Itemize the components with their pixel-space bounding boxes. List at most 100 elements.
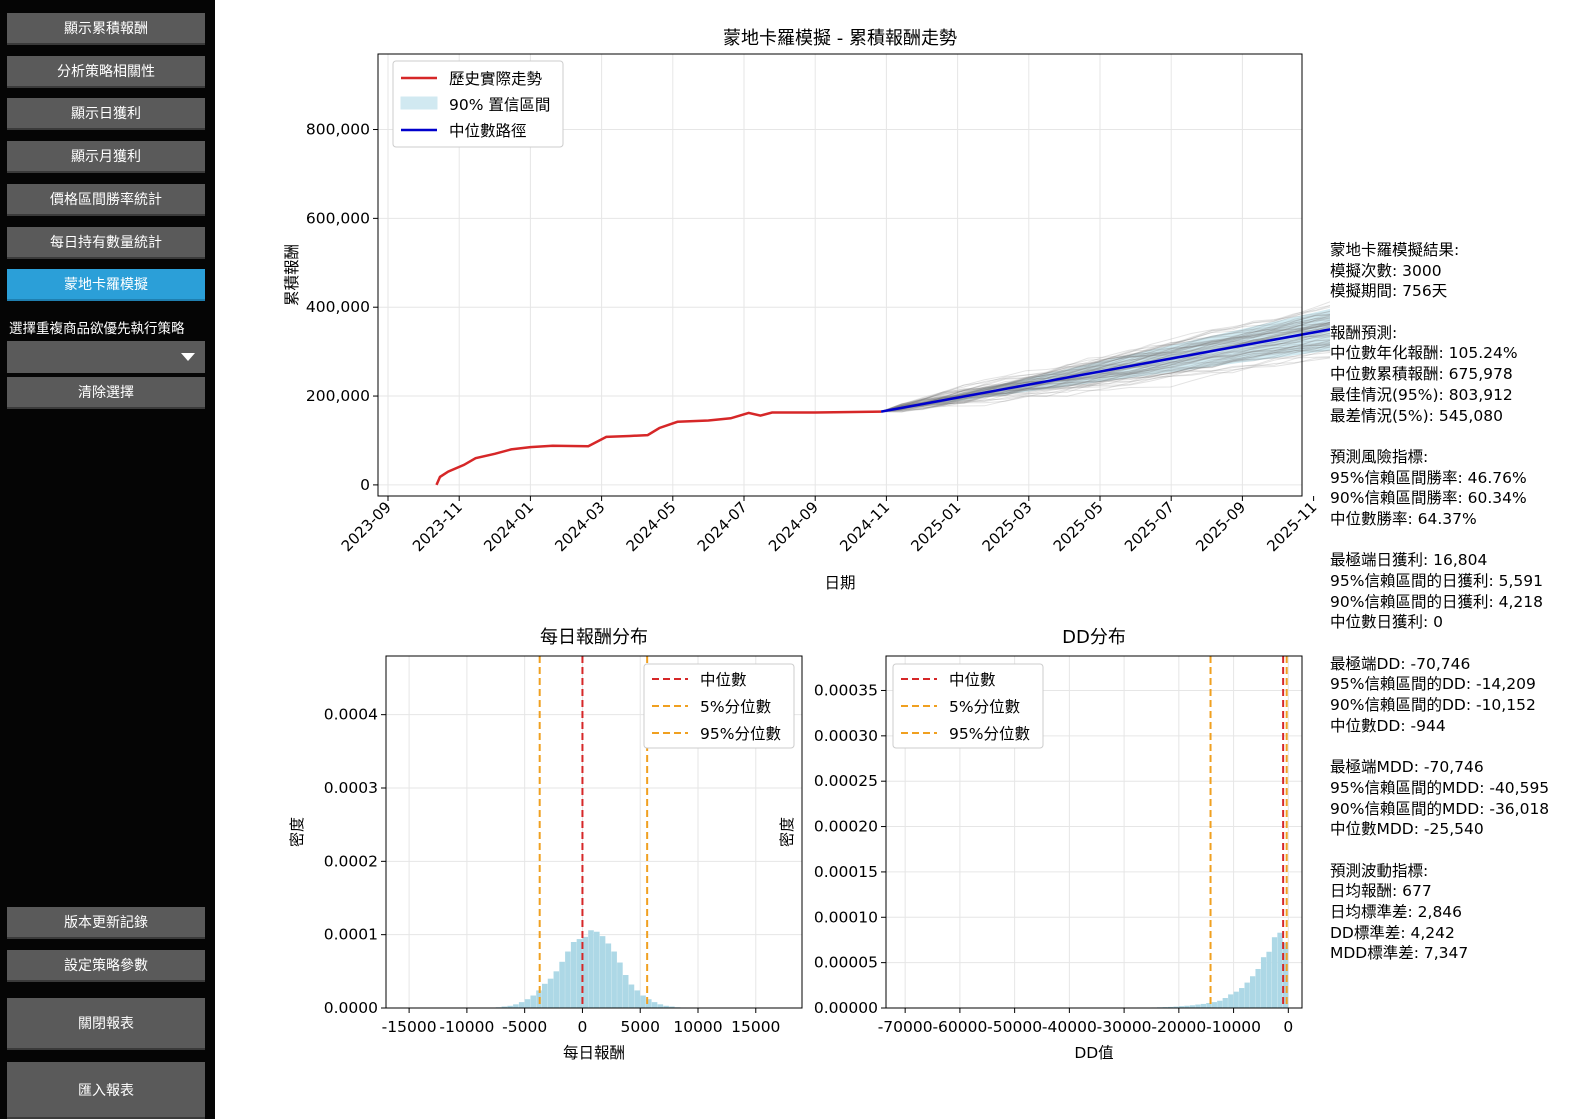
simulation-path <box>881 317 1330 413</box>
simulation-path <box>881 339 1330 413</box>
histogram-bar <box>634 990 641 1008</box>
x-tick-label: 0 <box>1283 1018 1293 1036</box>
histogram-bar <box>599 936 606 1008</box>
x-tick-label: 2024-03 <box>551 498 608 555</box>
stats-line: 最極端日獲利: 16,804 <box>1330 551 1488 570</box>
x-tick-label: 10000 <box>673 1018 722 1036</box>
legend-label: 中位數路徑 <box>449 122 527 140</box>
monte-carlo-button[interactable]: 蒙地卡羅模擬 <box>7 269 205 301</box>
x-tick-label: -15000 <box>382 1018 437 1036</box>
show-monthly-profit-button[interactable]: 顯示月獲利 <box>7 141 205 173</box>
histogram-bar <box>646 999 652 1008</box>
histogram-bar <box>1233 991 1239 1008</box>
strategy-select[interactable] <box>7 341 205 373</box>
histogram-bar <box>530 995 537 1008</box>
simulation-paths <box>881 301 1330 413</box>
y-tick-label: 0.00020 <box>814 818 878 836</box>
simulation-path <box>881 321 1330 413</box>
simulation-path <box>881 342 1330 413</box>
histogram-bars <box>1135 932 1289 1008</box>
stats-line: 90%信賴區間勝率: 60.34% <box>1330 489 1527 508</box>
simulation-path <box>881 313 1330 413</box>
histogram-bar <box>1266 951 1272 1008</box>
simulation-path <box>881 327 1330 413</box>
stats-line <box>1330 302 1575 323</box>
legend-box <box>392 60 564 148</box>
simulation-path <box>881 323 1330 413</box>
simulation-path <box>881 326 1330 413</box>
simulation-path <box>881 314 1330 413</box>
histogram-bar <box>542 983 548 1008</box>
histogram-bar <box>547 978 554 1008</box>
clear-selection-button[interactable]: 清除選擇 <box>7 377 205 409</box>
histogram-bar <box>588 930 594 1008</box>
show-cumulative-return-button[interactable]: 顯示累積報酬 <box>7 13 205 45</box>
stats-line: 模擬期間: 756天 <box>1330 282 1448 301</box>
histogram-bar <box>565 951 571 1008</box>
y-tick-label: 0.00035 <box>814 681 878 699</box>
simulation-path <box>881 356 1330 413</box>
sidebar: 顯示累積報酬 分析策略相關性 顯示日獲利 顯示月獲利 價格區間勝率統計 每日持有… <box>0 0 215 1119</box>
x-tick-label: -10000 <box>1206 1018 1261 1036</box>
simulation-path <box>881 310 1330 413</box>
x-tick-label: -5000 <box>502 1018 547 1036</box>
simulation-path <box>881 322 1330 413</box>
chart-legend <box>392 60 564 148</box>
stats-line: 日均報酬: 677 <box>1330 882 1432 901</box>
x-tick-label: 2025-11 <box>1263 498 1320 555</box>
version-history-button[interactable]: 版本更新記錄 <box>7 907 205 939</box>
stats-line: 最極端MDD: -70,746 <box>1330 758 1484 777</box>
x-tick-label: 2024-09 <box>765 498 822 555</box>
price-range-winrate-button[interactable]: 價格區間勝率統計 <box>7 184 205 216</box>
strategy-settings-button[interactable]: 設定策略參數 <box>7 950 205 982</box>
simulation-stats-panel: 蒙地卡羅模擬結果: 模擬次數: 3000 模擬期間: 756天 報酬預測: 中位數年化報… <box>1330 240 1575 964</box>
x-tick-label: 2023-09 <box>338 498 395 555</box>
simulation-path <box>881 317 1330 413</box>
show-daily-profit-button[interactable]: 顯示日獲利 <box>7 98 205 130</box>
histogram-bar <box>1178 1006 1185 1008</box>
simulation-path <box>881 344 1330 413</box>
stats-line <box>1330 633 1575 654</box>
simulation-path <box>881 356 1330 413</box>
simulation-path <box>881 306 1330 413</box>
histogram-bar <box>570 942 577 1008</box>
simulation-path <box>881 315 1330 413</box>
analyze-strategy-correlation-button[interactable]: 分析策略相關性 <box>7 56 205 88</box>
chart-title: DD分布 <box>1062 627 1126 648</box>
import-report-button[interactable]: 匯入報表 <box>7 1062 205 1119</box>
simulation-path <box>881 335 1330 413</box>
x-tick-label: -10000 <box>439 1018 494 1036</box>
simulation-path <box>881 338 1330 413</box>
simulation-path <box>881 321 1330 413</box>
histogram-bar <box>1260 957 1267 1008</box>
y-axis-label: 密度 <box>778 817 796 847</box>
stats-line: 中位數MDD: -25,540 <box>1330 820 1484 839</box>
histogram-bar <box>1211 1002 1217 1008</box>
simulation-path <box>881 343 1330 413</box>
plot-frame <box>377 53 1303 497</box>
y-tick-label: 0.00005 <box>814 954 878 972</box>
histogram-bar <box>1271 937 1278 1008</box>
y-tick-label: 0.0000 <box>324 999 378 1017</box>
histogram-bar <box>1282 942 1289 1008</box>
simulation-path <box>881 344 1330 413</box>
simulation-path <box>881 323 1330 413</box>
x-tick-label: 2024-11 <box>836 498 893 555</box>
histogram-bar <box>1217 1000 1223 1008</box>
historical-line <box>435 410 882 486</box>
simulation-path <box>881 321 1330 413</box>
histogram-bar <box>507 1005 513 1008</box>
chart-title: 蒙地卡羅模擬 - 累積報酬走勢 <box>723 28 957 49</box>
chart-legend <box>643 663 795 749</box>
simulation-path <box>881 332 1330 413</box>
histogram-bar <box>611 951 617 1008</box>
histogram-bar <box>1277 932 1283 1008</box>
histogram-bar <box>1173 1006 1179 1008</box>
simulation-path <box>881 321 1330 413</box>
stats-line: 預測波動指標: <box>1330 861 1429 880</box>
x-axis-label: 每日報酬 <box>563 1044 625 1062</box>
stats-line: 95%信賴區間勝率: 46.76% <box>1330 468 1527 487</box>
legend-label: 中位數 <box>949 671 996 689</box>
daily-holding-stats-button[interactable]: 每日持有數量統計 <box>7 227 205 259</box>
close-report-button[interactable]: 關閉報表 <box>7 998 205 1050</box>
